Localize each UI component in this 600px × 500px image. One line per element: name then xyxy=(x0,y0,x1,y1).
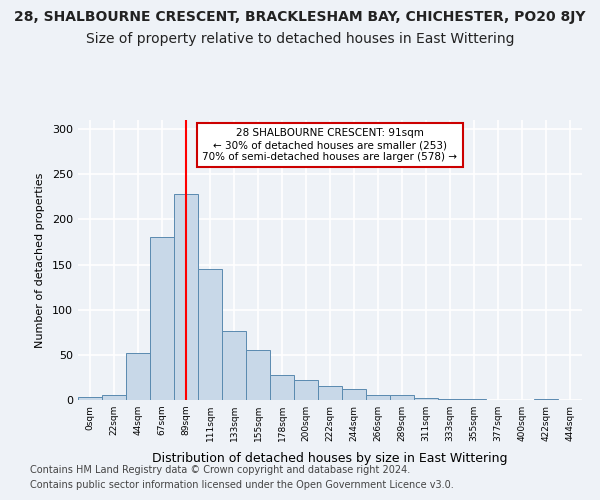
Text: 28 SHALBOURNE CRESCENT: 91sqm
← 30% of detached houses are smaller (253)
70% of : 28 SHALBOURNE CRESCENT: 91sqm ← 30% of d… xyxy=(203,128,458,162)
Bar xyxy=(102,394,126,400)
X-axis label: Distribution of detached houses by size in East Wittering: Distribution of detached houses by size … xyxy=(152,452,508,466)
Bar xyxy=(390,394,414,400)
Bar xyxy=(318,386,342,400)
Bar xyxy=(294,380,318,400)
Text: Contains public sector information licensed under the Open Government Licence v3: Contains public sector information licen… xyxy=(30,480,454,490)
Bar xyxy=(342,389,366,400)
Bar xyxy=(414,398,438,400)
Y-axis label: Number of detached properties: Number of detached properties xyxy=(35,172,45,348)
Text: 28, SHALBOURNE CRESCENT, BRACKLESHAM BAY, CHICHESTER, PO20 8JY: 28, SHALBOURNE CRESCENT, BRACKLESHAM BAY… xyxy=(14,10,586,24)
Bar xyxy=(78,398,102,400)
Bar xyxy=(438,399,462,400)
Bar xyxy=(366,396,390,400)
Bar xyxy=(246,350,270,400)
Bar xyxy=(462,399,486,400)
Bar xyxy=(270,374,294,400)
Bar xyxy=(198,269,222,400)
Bar xyxy=(126,353,150,400)
Bar xyxy=(534,399,558,400)
Bar xyxy=(150,236,174,400)
Bar xyxy=(174,194,198,400)
Bar xyxy=(222,332,246,400)
Text: Size of property relative to detached houses in East Wittering: Size of property relative to detached ho… xyxy=(86,32,514,46)
Text: Contains HM Land Registry data © Crown copyright and database right 2024.: Contains HM Land Registry data © Crown c… xyxy=(30,465,410,475)
